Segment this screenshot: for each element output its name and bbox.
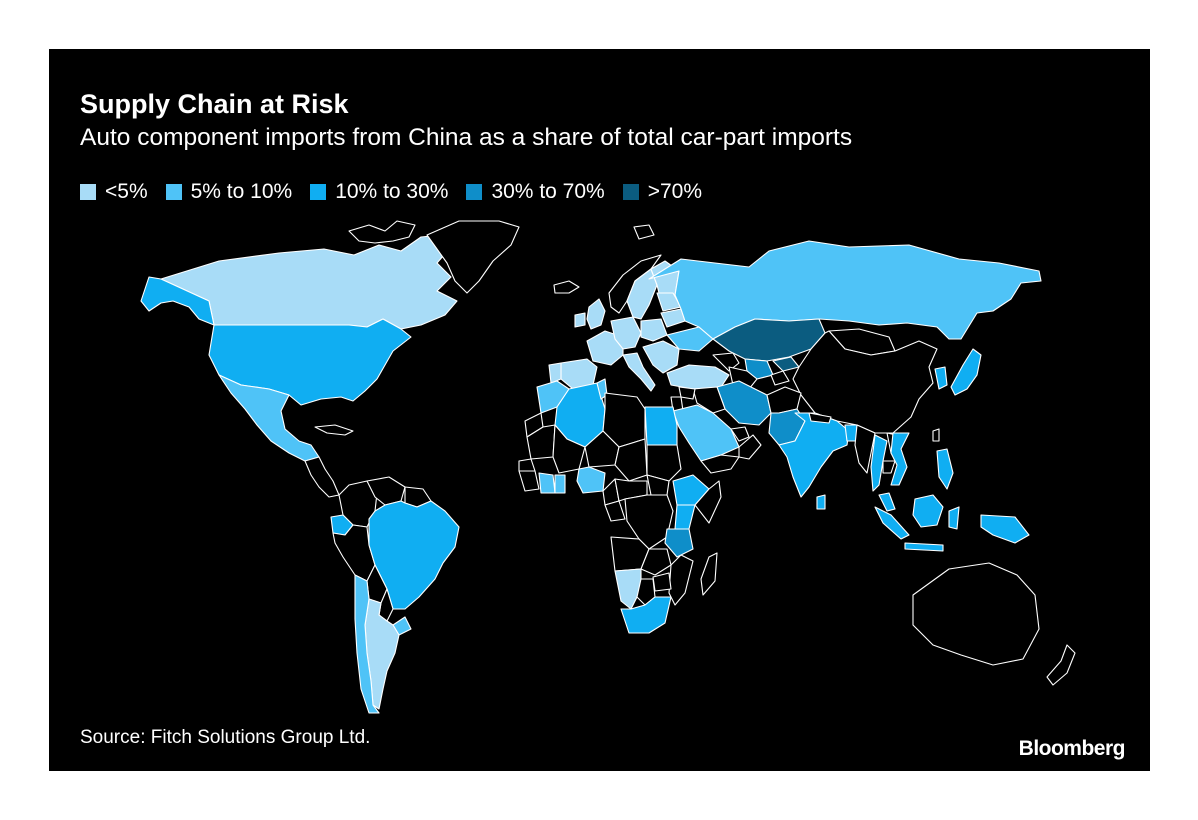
region-caucasus bbox=[712, 352, 740, 372]
region-nepal bbox=[808, 412, 832, 424]
region-java bbox=[904, 542, 944, 552]
legend-label: 30% to 70% bbox=[491, 180, 605, 203]
region-new-zealand bbox=[1046, 644, 1076, 686]
region-sudan bbox=[646, 444, 682, 482]
region-sweden bbox=[626, 268, 658, 320]
region-nigeria bbox=[576, 466, 606, 494]
legend-item: 30% to 70% bbox=[466, 180, 605, 204]
legend-item: <5% bbox=[80, 180, 148, 204]
region-ukraine bbox=[666, 326, 714, 352]
region-korea bbox=[934, 366, 948, 390]
region-zambia bbox=[640, 548, 672, 576]
region-india bbox=[778, 412, 850, 498]
region-arctic-islands bbox=[348, 220, 416, 244]
region-taiwan bbox=[932, 428, 940, 442]
region-tajikistan bbox=[770, 370, 790, 386]
region-cambodia bbox=[882, 460, 896, 474]
region-poland bbox=[640, 318, 668, 342]
region-chile bbox=[354, 574, 380, 714]
legend-swatch bbox=[310, 184, 327, 200]
region-russia bbox=[648, 240, 1042, 340]
legend-label: 10% to 30% bbox=[335, 180, 449, 203]
region-myanmar bbox=[854, 424, 876, 474]
region-uzbekistan bbox=[744, 358, 774, 380]
legend-item: 5% to 10% bbox=[165, 180, 293, 204]
legend-item: >70% bbox=[622, 180, 702, 204]
region-somalia bbox=[694, 480, 722, 524]
region-japan bbox=[950, 348, 982, 396]
region-malaysia bbox=[878, 492, 896, 512]
region-namibia bbox=[614, 568, 642, 610]
region-syria bbox=[678, 386, 696, 400]
region-iran bbox=[716, 380, 772, 426]
region-alaska bbox=[140, 276, 215, 326]
legend-swatch bbox=[80, 184, 96, 200]
world-map bbox=[140, 220, 1076, 714]
region-philippines bbox=[936, 448, 954, 490]
region-sri-lanka bbox=[816, 494, 826, 510]
region-greenland bbox=[426, 220, 520, 294]
source-note: Source: Fitch Solutions Group Ltd. bbox=[80, 727, 371, 748]
region-central-america bbox=[304, 456, 340, 498]
region-iceland bbox=[553, 280, 580, 294]
region-madagascar bbox=[700, 552, 718, 596]
map-panel: Supply Chain at Risk Auto component impo… bbox=[49, 49, 1150, 771]
region-germany bbox=[610, 316, 642, 350]
region-balkans bbox=[642, 340, 680, 374]
bloomberg-logo: Bloomberg bbox=[1018, 737, 1126, 760]
region-mexico bbox=[218, 374, 320, 462]
region-svalbard bbox=[633, 224, 655, 240]
region-china bbox=[792, 330, 938, 434]
region-senegal bbox=[518, 458, 536, 472]
legend-label: >70% bbox=[647, 180, 702, 203]
region-guinea bbox=[518, 470, 540, 492]
region-ghana bbox=[554, 474, 566, 494]
region-italy bbox=[622, 352, 656, 392]
region-oman bbox=[738, 434, 762, 460]
region-australia bbox=[912, 562, 1040, 666]
region-egypt bbox=[644, 406, 678, 446]
legend: <5% 5% to 10% 10% to 30% 30% to 70% >70% bbox=[80, 179, 702, 205]
region-gulf-states bbox=[730, 426, 750, 442]
region-kenya bbox=[674, 504, 696, 530]
region-vietnam bbox=[890, 432, 910, 486]
region-borneo bbox=[912, 494, 944, 528]
region-yemen bbox=[700, 454, 740, 474]
region-saudi-arabia bbox=[672, 404, 740, 462]
region-sulawesi bbox=[948, 506, 960, 530]
region-cuba bbox=[314, 424, 354, 436]
region-south-africa bbox=[620, 596, 672, 634]
chart-title: Supply Chain at Risk bbox=[80, 89, 349, 119]
legend-label: 5% to 10% bbox=[190, 180, 293, 203]
region-chad bbox=[614, 438, 648, 482]
legend-item: 10% to 30% bbox=[310, 180, 448, 204]
region-new-guinea bbox=[980, 514, 1030, 544]
region-mozambique bbox=[668, 554, 694, 606]
legend-swatch bbox=[165, 184, 182, 200]
region-ireland bbox=[574, 312, 586, 328]
region-zimbabwe bbox=[652, 572, 672, 592]
legend-swatch bbox=[622, 184, 639, 200]
chart-subtitle: Auto component imports from China as a s… bbox=[80, 124, 853, 151]
region-turkey bbox=[666, 364, 730, 390]
region-tanzania bbox=[664, 528, 694, 558]
region-united-kingdom bbox=[586, 298, 606, 330]
region-iraq bbox=[692, 386, 726, 414]
region-gabon bbox=[604, 500, 626, 522]
legend-swatch bbox=[466, 184, 483, 200]
region-sumatra bbox=[874, 506, 910, 540]
region-ivory-coast bbox=[538, 472, 556, 494]
legend-label: <5% bbox=[105, 180, 148, 203]
region-thailand bbox=[870, 434, 888, 492]
region-portugal bbox=[548, 362, 562, 384]
